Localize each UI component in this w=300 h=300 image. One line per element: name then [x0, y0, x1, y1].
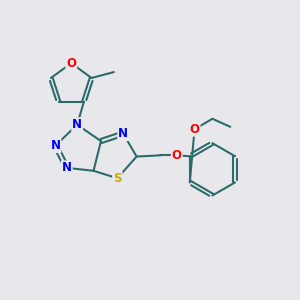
Text: O: O — [66, 57, 76, 70]
Text: O: O — [190, 123, 200, 136]
Text: N: N — [118, 127, 128, 140]
Text: N: N — [72, 118, 82, 131]
Text: O: O — [172, 149, 182, 162]
Text: N: N — [62, 161, 72, 174]
Text: S: S — [113, 172, 122, 185]
Text: N: N — [50, 139, 61, 152]
